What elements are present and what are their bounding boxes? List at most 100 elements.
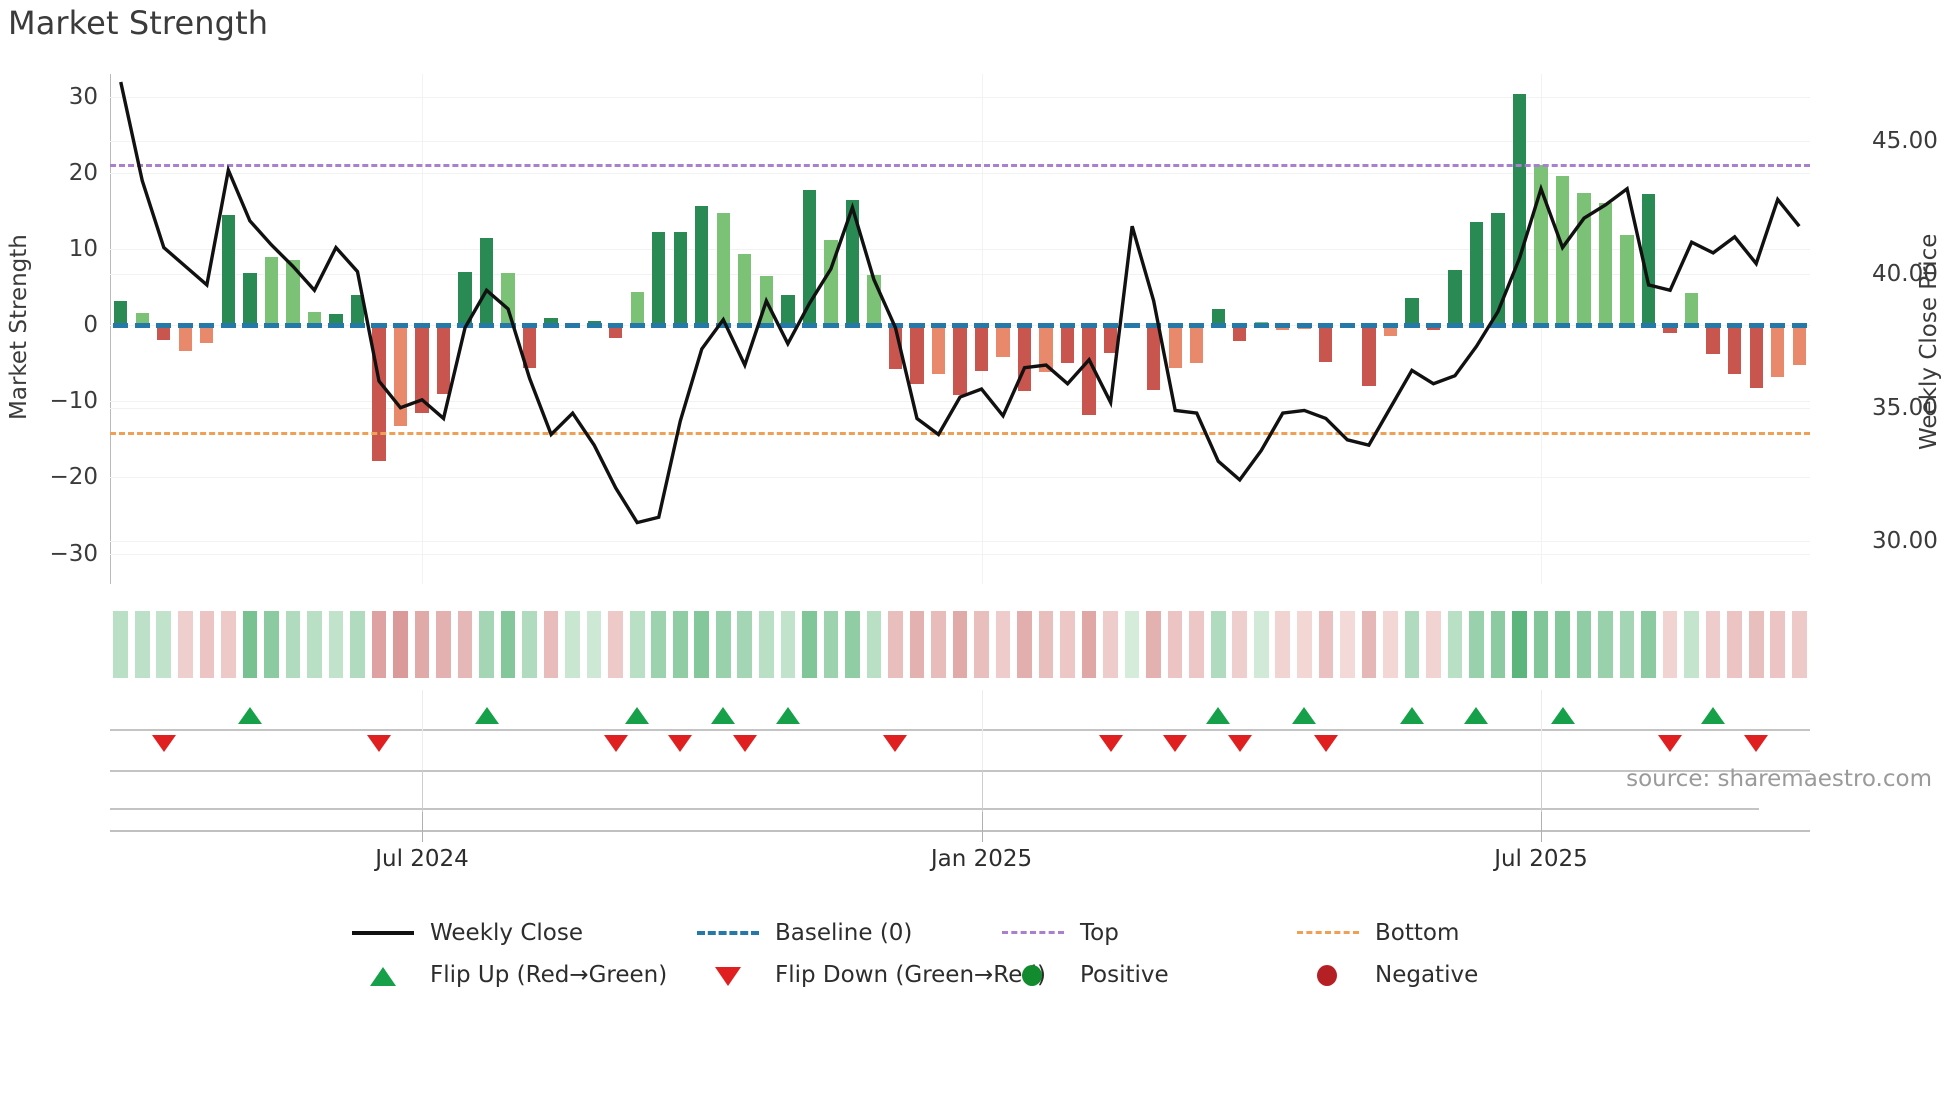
heatmap-cell (909, 611, 925, 678)
heatmap-cell (543, 611, 559, 678)
baseline-segment (1533, 322, 1549, 328)
heatmap-cell (1426, 611, 1441, 678)
strength-bar (781, 294, 795, 326)
baseline-segment (1361, 322, 1377, 328)
heatmap-cell (1124, 611, 1140, 678)
heatmap-cell (242, 611, 258, 678)
heatmap-cell (888, 611, 903, 678)
bottom-reference-line (110, 431, 1810, 435)
baseline-segment (1167, 322, 1183, 328)
baseline-segment (1339, 322, 1355, 328)
heatmap-cell (1167, 611, 1183, 678)
baseline-segment (328, 322, 344, 328)
heatmap-cell (1275, 611, 1291, 678)
heatmap-cell (737, 611, 753, 678)
legend-dotted-line-icon (1002, 921, 1064, 945)
strength-bar (845, 199, 860, 326)
legend-item[interactable]: Negative (1297, 962, 1478, 988)
baseline-segment (1683, 322, 1700, 328)
heatmap-cell (221, 611, 236, 678)
heatmap-cell (1662, 611, 1678, 678)
heatmap-cell (802, 611, 817, 678)
heatmap-cell (522, 611, 537, 678)
baseline-segment (1490, 322, 1506, 328)
strength-bar (350, 294, 365, 326)
legend-item[interactable]: Flip Down (Green→Red) (697, 962, 1046, 988)
baseline-segment (1425, 322, 1442, 328)
strength-bar (1233, 325, 1247, 342)
baseline-segment (1189, 322, 1205, 328)
strength-bar (1448, 270, 1462, 326)
baseline-segment (263, 322, 280, 328)
flip-up-marker-icon (1464, 707, 1489, 724)
plot-left-spine (110, 74, 112, 584)
baseline-segment (1059, 322, 1076, 328)
heatmap-cell (780, 611, 796, 678)
baseline-segment (1597, 322, 1614, 328)
heatmap-cell (479, 611, 494, 678)
flip-down-marker-icon (151, 735, 176, 752)
baseline-segment (371, 322, 387, 328)
legend-item[interactable]: Positive (1002, 962, 1169, 988)
baseline-segment (737, 322, 753, 328)
legend-item[interactable]: Baseline (0) (697, 920, 912, 946)
baseline-segment (1275, 322, 1291, 328)
baseline-segment (349, 322, 366, 328)
strength-bar (458, 271, 472, 326)
flip-up-marker-icon (1206, 707, 1231, 724)
baseline-segment (1770, 322, 1786, 328)
heatmap-cell (307, 611, 322, 678)
flip-baseline (110, 729, 1810, 731)
strength-bar (1620, 235, 1634, 326)
strength-bar (178, 325, 192, 352)
strength-bar (1598, 203, 1613, 326)
baseline-segment (392, 322, 409, 328)
strength-bar (264, 256, 279, 326)
baseline-segment (1468, 322, 1485, 328)
y-axis-left-tick-label: −30 (49, 540, 98, 567)
heatmap-cell (1619, 611, 1635, 678)
legend-item-label: Top (1080, 920, 1119, 946)
legend-item[interactable]: Weekly Close (352, 920, 583, 946)
legend-item-label: Flip Down (Green→Red) (775, 962, 1046, 988)
flipband-gridline-vertical (1541, 690, 1542, 770)
legend-item-label: Flip Up (Red→Green) (430, 962, 668, 988)
baseline-segment (651, 322, 667, 328)
y-axis-left-tick-label: 10 (68, 236, 98, 263)
dot-glyph (1317, 965, 1337, 986)
strength-bar (652, 232, 666, 326)
baseline-segment (1124, 322, 1140, 328)
weekly-close-line-layer (119, 81, 1801, 525)
heatmap-cell (823, 611, 839, 678)
baseline-segment (1081, 322, 1097, 328)
baseline-segment (199, 322, 215, 328)
flip-down-marker-icon (1163, 735, 1188, 752)
heatmap-cell (1533, 611, 1549, 678)
strength-bar (1728, 325, 1742, 374)
strength-bar (1147, 325, 1161, 390)
heatmap-cell (1060, 611, 1075, 678)
legend-item[interactable]: Flip Up (Red→Green) (352, 962, 667, 988)
x-axis-tick-label: Jan 2025 (930, 846, 1033, 872)
strength-bar (1469, 221, 1484, 326)
gridline-horizontal (110, 553, 1810, 555)
flip-marker-band (110, 690, 1810, 770)
baseline-segment (1146, 322, 1162, 328)
y-axis-right-tick-label: 35.00 (1872, 394, 1938, 421)
flip-up-marker-icon (625, 707, 650, 724)
legend-item[interactable]: Top (1002, 920, 1119, 946)
strength-bar (738, 253, 752, 326)
dotted-line-glyph (1297, 931, 1359, 934)
heatmap-cell (134, 611, 150, 678)
strength-bar (501, 272, 515, 326)
legend-item[interactable]: Bottom (1297, 920, 1459, 946)
heatmap-cell (1361, 611, 1377, 678)
strength-bar (436, 325, 451, 394)
page-title: Market Strength (8, 4, 269, 42)
strength-bar (1555, 176, 1570, 326)
lower-frame-rule (110, 808, 1759, 810)
baseline-segment (113, 322, 129, 328)
heatmap-cell (1576, 611, 1592, 678)
top-reference-line (110, 163, 1810, 167)
heatmap-cell (1705, 611, 1721, 678)
